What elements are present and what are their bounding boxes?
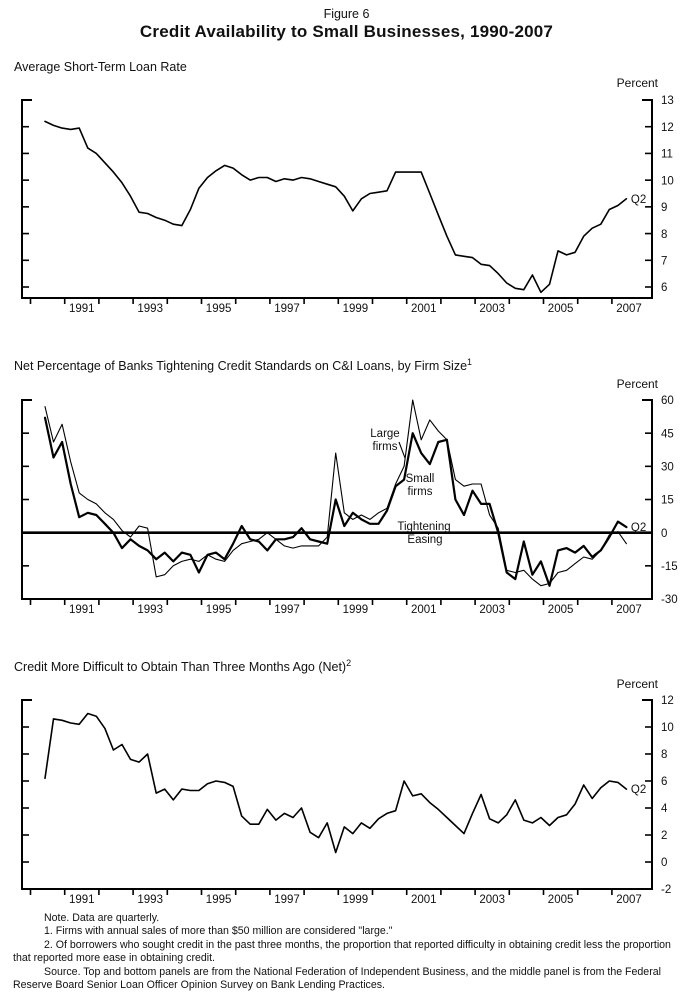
x-year-label: 2007 (616, 604, 642, 616)
loan-rate-chart: 13 12 11 10 9 8 7 6 1991 1993 1995 1997 1999 2001 2003… (21, 95, 674, 315)
y-tick-label: 0 (661, 528, 667, 540)
y-tick-label: -2 (661, 884, 671, 896)
panel3-title-text: Credit More Difficult to Obtain Than Thr… (14, 660, 347, 675)
x-year-label: 2005 (548, 604, 574, 616)
figure-title: Credit Availability to Small Businesses,… (139, 22, 554, 41)
latest-quarter-label: Q2 (631, 194, 646, 206)
series-line-large-firms (44, 399, 627, 587)
x-year-label: 2005 (548, 894, 574, 906)
footnote-note: Note. Data are quarterly. (44, 912, 160, 924)
panel1-unit-label: Percent (616, 76, 658, 90)
axis-frame (21, 399, 653, 600)
y-tick-label: 45 (661, 428, 674, 440)
x-year-label: 2001 (411, 303, 437, 315)
x-year-label: 2003 (479, 604, 505, 616)
x-year-label: 1995 (206, 604, 232, 616)
credit-standards-chart: 60 45 30 15 0 -15 -30 1991 1993 1995 1997 1999 2001 2… (21, 395, 678, 616)
y-tick-label: 11 (661, 149, 673, 161)
panel1-title-text: Average Short-Term Loan Rate (14, 60, 187, 75)
x-year-label: 2007 (616, 894, 642, 906)
panel2-unit-label: Percent (616, 377, 658, 391)
x-year-label: 2003 (479, 894, 505, 906)
panel2-title-superscript: 1 (467, 357, 473, 367)
x-year-label: 1991 (69, 894, 95, 906)
x-year-label: 2005 (548, 303, 574, 315)
x-year-label: 1993 (137, 604, 163, 616)
y-tick-label: 12 (661, 695, 674, 707)
series-line-credit-more-difficult-to-obtain-net- (44, 712, 628, 854)
annotation-small: Small (406, 473, 435, 485)
x-year-label: 2003 (479, 303, 505, 315)
annotation-tightening: Tightening (397, 521, 450, 533)
credit-difficulty-chart: 12 10 8 6 4 2 0 -2 1991 1993 1995 1997 1999 2001 2003 2… (21, 695, 674, 906)
x-year-label: 2007 (616, 303, 642, 315)
x-year-label: 1997 (274, 894, 300, 906)
y-tick-label: 12 (661, 122, 674, 134)
y-tick-label: 8 (661, 749, 667, 761)
panel3-title: Credit More Difficult to Obtain Than Thr… (14, 658, 351, 674)
axis-frame (21, 99, 653, 299)
y-tick-label: 30 (661, 462, 674, 474)
axis-frame (21, 699, 653, 890)
panel3-title-superscript: 2 (346, 658, 352, 668)
annotation-firms: firms (373, 441, 398, 453)
y-tick-label: 10 (661, 722, 674, 734)
x-year-label: 1999 (343, 604, 369, 616)
latest-quarter-label: Q2 (631, 784, 646, 796)
annotation-firms: firms (408, 486, 433, 498)
x-year-label: 1997 (274, 303, 300, 315)
x-year-label: 1993 (137, 894, 163, 906)
x-year-label: 1991 (69, 604, 95, 616)
y-tick-label: 13 (661, 95, 674, 107)
y-tick-label: 6 (661, 776, 667, 788)
large-firms-pointer-line (398, 441, 406, 459)
y-tick-label: 0 (661, 857, 667, 869)
panel3-unit-label: Percent (616, 677, 658, 691)
y-tick-label: 8 (661, 229, 667, 241)
annotation-easing: Easing (407, 534, 442, 546)
y-tick-label: 9 (661, 202, 667, 214)
y-tick-label: 7 (661, 255, 667, 267)
panel2-title-text: Net Percentage of Banks Tightening Credi… (14, 359, 468, 374)
footnote-2: 2. Of borrowers who sought credit in the… (13, 938, 671, 965)
y-tick-label: 4 (661, 803, 668, 815)
y-tick-label: -30 (661, 594, 678, 606)
x-year-label: 2001 (411, 894, 437, 906)
series-line-average-short-term-loan-rate (44, 120, 628, 294)
y-tick-label: 60 (661, 395, 674, 407)
y-tick-label: 10 (661, 175, 674, 187)
x-year-label: 1993 (137, 303, 163, 315)
panel2-title: Net Percentage of Banks Tightening Credi… (14, 357, 472, 373)
x-year-label: 1995 (206, 303, 232, 315)
x-year-label: 1991 (69, 303, 95, 315)
footnote-1: 1. Firms with annual sales of more than … (44, 925, 393, 938)
series-line-small-firms (43, 416, 628, 587)
footnote-source: Source. Top and bottom panels are from t… (13, 965, 661, 992)
footnotes: Note. Data are quarterly. 1. Firms with … (13, 912, 688, 992)
x-year-label: 1997 (274, 604, 300, 616)
annotation-large: Large (370, 428, 399, 440)
latest-quarter-label: Q2 (631, 522, 646, 534)
x-year-label: 1995 (206, 894, 232, 906)
figure-number: Figure 6 (323, 7, 370, 21)
y-tick-label: 2 (661, 830, 667, 842)
y-tick-label: 6 (661, 282, 667, 294)
y-tick-label: -15 (661, 561, 678, 573)
x-year-label: 1999 (343, 894, 369, 906)
panel1-title: Average Short-Term Loan Rate (14, 58, 187, 74)
x-year-label: 2001 (411, 604, 437, 616)
y-tick-label: 15 (661, 495, 674, 507)
x-year-label: 1999 (343, 303, 369, 315)
